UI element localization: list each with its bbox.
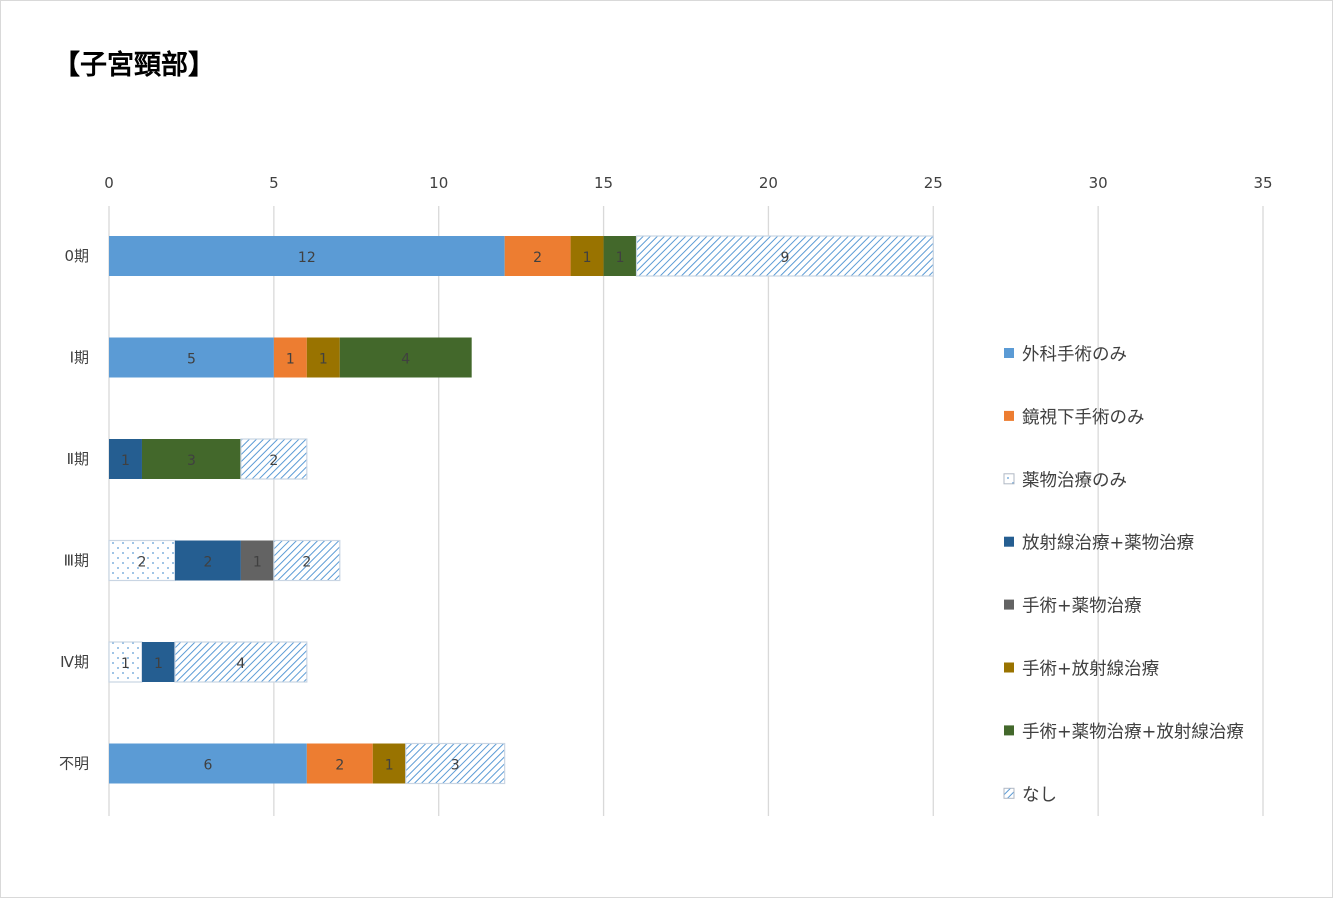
category-label: Ⅲ期 xyxy=(64,552,89,570)
legend: 外科手術のみ鏡視下手術のみ薬物治療のみ放射線治療+薬物治療手術+薬物治療手術+放… xyxy=(1003,345,1244,805)
data-label: 1 xyxy=(616,250,625,266)
legend-label: 手術+薬物治療 xyxy=(1022,597,1142,617)
data-label: 1 xyxy=(253,555,262,571)
data-label: 1 xyxy=(286,352,295,368)
legend-marker xyxy=(1004,410,1014,421)
bar-segment xyxy=(109,337,274,378)
legend-marker xyxy=(1003,473,1015,485)
bar-segment xyxy=(109,743,307,784)
category-label: Ⅰ期 xyxy=(70,349,89,367)
bar-segment xyxy=(174,641,308,683)
legend-marker xyxy=(1004,599,1014,610)
bar-segment xyxy=(635,235,934,277)
data-label: 12 xyxy=(298,250,316,266)
bar-segment xyxy=(109,439,142,479)
data-label: 1 xyxy=(319,352,328,368)
x-axis-ticks: 0 5 10 15 20 25 30 35 xyxy=(104,174,1272,192)
legend-label: 手術+放射線治療 xyxy=(1022,660,1159,680)
bar-segment xyxy=(405,742,506,785)
bar-segment xyxy=(372,743,406,784)
bar-segment xyxy=(306,743,373,784)
category-label: Ⅱ期 xyxy=(67,450,89,468)
data-label: 1 xyxy=(121,656,130,672)
x-tick-label: 10 xyxy=(429,174,448,192)
bar-segment xyxy=(603,236,637,276)
data-labels: 12 2 1 1 95 1 1 41 3 22 2 1 21 1 46 2 1 3 xyxy=(121,250,789,774)
data-label: 4 xyxy=(236,656,245,672)
x-tick-label: 15 xyxy=(594,174,613,192)
data-label: 4 xyxy=(401,352,410,368)
legend-label: 外科手術のみ xyxy=(1022,345,1127,365)
legend-marker xyxy=(1003,787,1015,799)
data-label: 2 xyxy=(302,555,311,571)
bar-segment xyxy=(174,540,241,581)
data-label: 1 xyxy=(583,250,592,266)
data-label: 3 xyxy=(187,453,196,469)
bar-segment xyxy=(240,438,308,480)
legend-label: 放射線治療+薬物治療 xyxy=(1022,534,1194,554)
bar-segment xyxy=(240,540,274,581)
x-tick-label: 30 xyxy=(1089,174,1108,192)
bar-segment xyxy=(108,539,176,582)
data-label: 1 xyxy=(154,656,163,672)
data-label: 1 xyxy=(121,453,130,469)
bar-segment xyxy=(504,236,571,276)
bar-segment xyxy=(339,337,472,378)
legend-label: なし xyxy=(1022,785,1057,805)
legend-marker xyxy=(1004,536,1014,547)
bar-segment xyxy=(108,641,143,683)
data-label: 2 xyxy=(533,250,542,266)
data-label: 6 xyxy=(203,758,212,774)
bars xyxy=(108,235,934,785)
data-label: 1 xyxy=(385,758,394,774)
data-label: 3 xyxy=(451,758,460,774)
bar-segment xyxy=(141,439,241,479)
data-label: 2 xyxy=(138,555,147,571)
chart-title: 【子宮頸部】 xyxy=(53,50,215,81)
legend-label: 薬物治療のみ xyxy=(1022,471,1127,491)
bar-segment xyxy=(273,337,307,378)
legend-label: 鏡視下手術のみ xyxy=(1022,408,1145,428)
bar-segment xyxy=(306,337,340,378)
x-tick-label: 20 xyxy=(759,174,778,192)
x-tick-label: 5 xyxy=(269,174,279,192)
legend-marker xyxy=(1004,725,1014,736)
category-label: Ⅳ期 xyxy=(60,653,89,671)
gridlines xyxy=(108,206,1264,816)
category-label: 不明 xyxy=(59,755,89,773)
legend-marker xyxy=(1004,662,1014,673)
data-label: 2 xyxy=(203,555,212,571)
legend-marker xyxy=(1004,348,1014,358)
bar-segment xyxy=(141,642,175,682)
data-label: 9 xyxy=(780,250,789,266)
data-label: 2 xyxy=(335,758,344,774)
category-label: 0期 xyxy=(64,247,89,265)
x-tick-label: 35 xyxy=(1253,174,1272,192)
data-label: 2 xyxy=(269,453,278,469)
bar-segment xyxy=(109,236,505,276)
bar-segment xyxy=(273,539,341,582)
legend-label: 手術+薬物治療+放射線治療 xyxy=(1022,722,1244,742)
x-tick-label: 25 xyxy=(924,174,943,192)
bar-segment xyxy=(570,236,604,276)
x-tick-label: 0 xyxy=(104,174,114,192)
data-label: 5 xyxy=(187,352,196,368)
